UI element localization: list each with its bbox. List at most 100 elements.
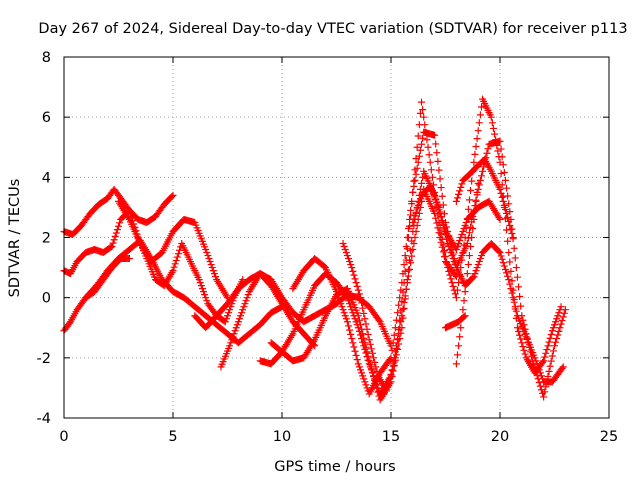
y-tick-label: -2 bbox=[37, 351, 51, 367]
data-point-marker bbox=[505, 249, 513, 257]
data-point-marker bbox=[496, 137, 504, 145]
data-point-marker bbox=[515, 283, 523, 291]
data-point-marker bbox=[448, 252, 456, 260]
data-point-marker bbox=[400, 261, 408, 269]
data-point-marker bbox=[455, 240, 463, 248]
data-point-marker bbox=[474, 127, 482, 135]
data-point-marker bbox=[554, 331, 562, 339]
data-point-marker bbox=[504, 213, 512, 221]
data-point-marker bbox=[222, 315, 230, 323]
data-point-marker bbox=[500, 169, 508, 177]
data-point-marker bbox=[472, 142, 480, 150]
data-point-marker bbox=[555, 327, 563, 335]
data-point-marker bbox=[458, 315, 466, 323]
data-point-marker bbox=[509, 234, 517, 241]
data-point-marker bbox=[404, 234, 412, 241]
data-point-marker bbox=[360, 375, 368, 383]
data-point-marker bbox=[389, 339, 397, 347]
data-point-marker bbox=[449, 255, 457, 263]
data-point-marker bbox=[359, 372, 367, 380]
data-point-marker bbox=[535, 366, 543, 374]
data-point-marker bbox=[465, 229, 473, 237]
data-point-marker bbox=[203, 297, 211, 305]
data-point-marker bbox=[353, 282, 361, 290]
data-point-marker bbox=[540, 357, 548, 365]
data-point-marker bbox=[495, 153, 503, 161]
data-point-marker bbox=[354, 286, 362, 294]
data-point-marker bbox=[367, 365, 375, 373]
data-point-marker bbox=[343, 294, 351, 302]
data-point-marker bbox=[498, 193, 506, 201]
data-point-marker bbox=[471, 150, 479, 158]
data-point-marker bbox=[445, 243, 453, 251]
data-point-marker bbox=[513, 324, 521, 332]
data-point-marker bbox=[472, 197, 480, 205]
data-point-marker bbox=[235, 315, 243, 323]
data-point-marker bbox=[367, 345, 375, 353]
data-point-marker bbox=[392, 351, 400, 359]
data-point-marker bbox=[221, 318, 229, 326]
plot-frame bbox=[63, 56, 610, 419]
data-point-marker bbox=[168, 193, 176, 201]
data-point-marker bbox=[545, 367, 553, 375]
data-point-marker bbox=[408, 237, 416, 245]
data-point-marker bbox=[436, 175, 444, 183]
data-point-marker bbox=[401, 267, 409, 275]
data-point-marker bbox=[432, 140, 440, 148]
data-point-marker bbox=[353, 356, 361, 364]
data-point-marker bbox=[546, 334, 554, 342]
data-point-marker bbox=[411, 166, 419, 174]
data-point-marker bbox=[456, 237, 464, 245]
data-point-marker bbox=[434, 157, 442, 165]
data-point-marker bbox=[354, 360, 362, 368]
data-point-marker bbox=[547, 331, 555, 339]
data-point-marker bbox=[340, 309, 348, 317]
data-point-marker bbox=[414, 202, 422, 210]
data-point-marker bbox=[488, 119, 496, 127]
data-point-marker bbox=[437, 212, 445, 220]
data-point-marker bbox=[233, 321, 241, 329]
data-point-marker bbox=[348, 264, 356, 272]
data-point-marker bbox=[484, 145, 492, 153]
y-tick-label: 6 bbox=[42, 110, 51, 126]
data-point-marker bbox=[501, 265, 509, 273]
data-point-marker bbox=[347, 330, 355, 338]
data-point-marker bbox=[470, 207, 478, 215]
data-point-marker bbox=[343, 318, 351, 326]
data-point-marker bbox=[471, 270, 479, 278]
data-point-marker bbox=[394, 335, 402, 343]
data-point-marker bbox=[497, 252, 505, 260]
data-point-marker bbox=[413, 205, 421, 213]
data-point-marker bbox=[359, 304, 367, 312]
data-point-marker bbox=[344, 255, 352, 263]
data-point-marker bbox=[355, 316, 363, 324]
data-point-marker bbox=[388, 346, 396, 354]
data-point-marker bbox=[456, 333, 464, 341]
data-point-marker bbox=[423, 136, 431, 144]
data-point-marker bbox=[346, 326, 354, 334]
data-point-marker bbox=[111, 232, 119, 240]
data-point-marker bbox=[476, 111, 484, 119]
y-tick-label: 0 bbox=[42, 291, 51, 307]
chart-title: Day 267 of 2024, Sidereal Day-to-day VTE… bbox=[38, 21, 627, 37]
data-point-marker bbox=[452, 294, 460, 302]
data-point-marker bbox=[356, 366, 364, 374]
data-point-marker bbox=[346, 300, 354, 308]
data-point-marker bbox=[493, 141, 501, 149]
data-point-marker bbox=[338, 303, 346, 311]
data-point-marker bbox=[540, 393, 548, 401]
data-point-marker bbox=[200, 288, 208, 296]
data-point-marker bbox=[552, 338, 560, 346]
data-point-marker bbox=[406, 265, 414, 273]
data-point-marker bbox=[474, 261, 482, 269]
data-point-marker bbox=[356, 294, 364, 302]
data-point-marker bbox=[107, 243, 115, 251]
data-point-marker bbox=[370, 354, 378, 362]
data-point-marker bbox=[435, 166, 443, 174]
data-point-marker bbox=[503, 209, 511, 217]
data-point-marker bbox=[560, 309, 568, 317]
data-point-marker bbox=[477, 172, 485, 180]
data-point-marker bbox=[352, 279, 360, 287]
data-point-marker bbox=[436, 208, 444, 216]
data-point-marker bbox=[412, 155, 420, 163]
